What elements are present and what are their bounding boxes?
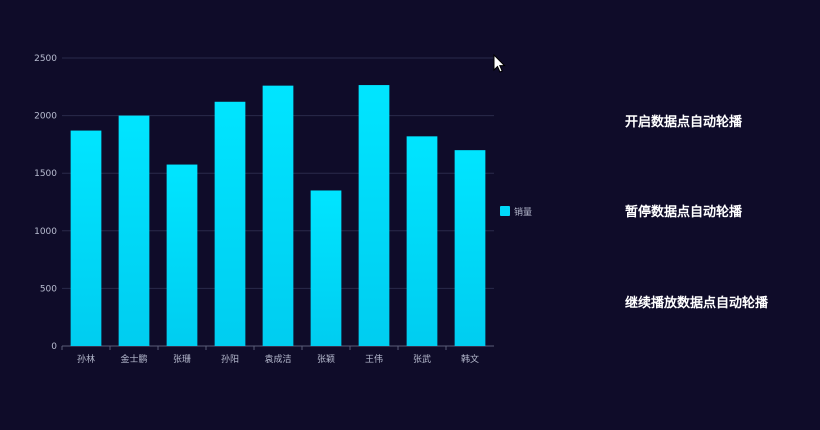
bars <box>70 85 486 347</box>
bar[interactable] <box>166 164 198 346</box>
y-tick-label: 1500 <box>34 169 57 179</box>
mouse-cursor-icon <box>493 54 506 73</box>
x-tick-label: 张珊 <box>173 354 191 365</box>
bar[interactable] <box>406 136 438 346</box>
bar[interactable] <box>214 101 246 346</box>
y-tick-label: 500 <box>40 284 57 294</box>
y-tick-label: 1000 <box>34 227 57 237</box>
x-tick-label: 金士鹏 <box>120 353 147 365</box>
bar[interactable] <box>358 85 390 347</box>
x-tick-label: 韩文 <box>461 353 479 365</box>
pause-autoplay-button[interactable]: 暂停数据点自动轮播 <box>625 201 742 220</box>
x-tick-label: 孙林 <box>77 353 95 365</box>
start-autoplay-button[interactable]: 开启数据点自动轮播 <box>625 111 742 130</box>
y-tick-label: 2000 <box>34 112 57 122</box>
y-tick-label: 2500 <box>34 54 57 64</box>
legend[interactable]: 销量 <box>500 206 532 218</box>
legend-label-sales: 销量 <box>514 206 532 218</box>
y-axis-ticks: 0 500 1000 1500 2000 2500 <box>34 54 57 352</box>
x-tick-label: 张颖 <box>317 353 335 365</box>
bar[interactable] <box>118 115 150 346</box>
legend-swatch <box>500 206 510 216</box>
bar[interactable] <box>454 150 486 346</box>
y-tick-label: 0 <box>51 342 57 352</box>
x-tick-label: 袁成洁 <box>264 353 291 365</box>
bar[interactable] <box>70 130 102 346</box>
x-tick-label: 王伟 <box>365 353 383 365</box>
resume-autoplay-button[interactable]: 继续播放数据点自动轮播 <box>625 292 768 311</box>
bar[interactable] <box>262 85 294 346</box>
x-tick-label: 张武 <box>413 353 431 365</box>
x-axis-ticks: 孙林 金士鹏 张珊 孙阳 袁成洁 张颖 王伟 张武 韩文 <box>61 346 479 365</box>
bar[interactable] <box>310 190 342 346</box>
x-tick-label: 孙阳 <box>221 353 239 365</box>
